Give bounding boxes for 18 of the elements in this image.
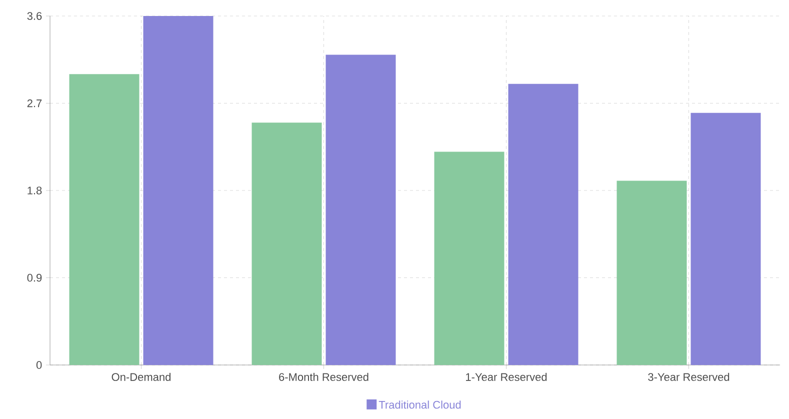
- bar: [69, 74, 140, 365]
- bar: [616, 180, 687, 365]
- y-tick-label: 0.9: [27, 274, 42, 282]
- y-tick-label: 2.7: [27, 99, 42, 108]
- bar: [252, 122, 322, 365]
- x-tick-label: On-Demand: [112, 372, 170, 381]
- bar: [508, 84, 578, 365]
- bar: [326, 54, 396, 365]
- y-tick-label: 1.8: [28, 186, 42, 194]
- x-tick-label: 3-Year Reserved: [648, 372, 730, 381]
- bar: [434, 152, 504, 365]
- bar: [690, 112, 761, 365]
- legend-label: Traditional Cloud: [378, 400, 461, 409]
- bar: [143, 16, 214, 365]
- y-tick-label: 3.6: [27, 12, 42, 20]
- x-tick-label: 6-Month Reserved: [279, 372, 368, 381]
- y-tick-label: 0: [36, 361, 42, 369]
- x-tick-label: 1-Year Reserved: [466, 372, 547, 381]
